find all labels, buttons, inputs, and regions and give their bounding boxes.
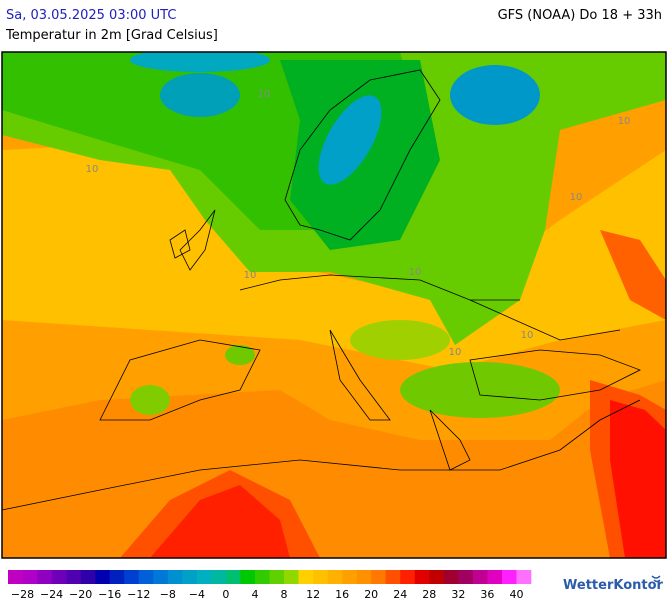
colorbar-swatch bbox=[501, 570, 517, 584]
colorbar-swatch bbox=[458, 570, 474, 584]
colorbar-swatch bbox=[342, 570, 357, 584]
colorbar-swatch bbox=[124, 570, 140, 584]
colorbar-label: −8 bbox=[160, 588, 176, 600]
subtitle: Temperatur in 2m [Grad Celsius] bbox=[5, 28, 218, 43]
map bbox=[2, 52, 666, 558]
colorbar-swatch bbox=[80, 570, 96, 584]
colorbar-swatch bbox=[298, 570, 314, 584]
colorbar-label: −4 bbox=[189, 588, 205, 600]
date-title: Sa, 03.05.2025 03:00 UTC bbox=[6, 8, 176, 23]
colorbar-swatch bbox=[472, 570, 488, 584]
colorbar-swatch bbox=[95, 570, 110, 584]
colorbar-swatch bbox=[516, 570, 532, 584]
colorbar-swatch bbox=[385, 570, 401, 584]
colorbar-label: −12 bbox=[127, 588, 150, 600]
contour-label: 10 bbox=[258, 89, 271, 100]
colorbar-label: 8 bbox=[281, 588, 288, 600]
colorbar-label: 20 bbox=[364, 588, 378, 600]
colorbar-label: −28 bbox=[11, 588, 34, 600]
contour-label: 10 bbox=[409, 267, 422, 278]
brand-logo: WetterKontor bbox=[563, 578, 664, 593]
colorbar-swatch bbox=[8, 570, 23, 584]
colorbar-swatch bbox=[138, 570, 154, 584]
colorbar-label: −16 bbox=[98, 588, 121, 600]
colorbar-label: 16 bbox=[335, 588, 349, 600]
colorbar-swatch bbox=[225, 570, 241, 584]
colorbar-swatch bbox=[414, 570, 430, 584]
contour-label: 10 bbox=[86, 164, 99, 175]
colorbar-swatch bbox=[254, 570, 270, 584]
colorbar-swatch bbox=[240, 570, 256, 584]
colorbar-label: 28 bbox=[422, 588, 436, 600]
colorbar-swatch bbox=[487, 570, 503, 584]
colorbar-swatch bbox=[327, 570, 343, 584]
contour-label: 10 bbox=[570, 192, 583, 203]
colorbar-swatch bbox=[66, 570, 81, 584]
colorbar-label: −24 bbox=[40, 588, 63, 600]
colorbar-label: 24 bbox=[393, 588, 407, 600]
colorbar-swatch bbox=[356, 570, 372, 584]
colorbar-swatch bbox=[182, 570, 198, 584]
colorbar-label: 36 bbox=[480, 588, 494, 600]
colorbar-swatch bbox=[443, 570, 459, 584]
colorbar-label: 12 bbox=[306, 588, 320, 600]
colorbar-swatch bbox=[284, 570, 299, 584]
contour-labels: 10 10 10 10 10 10 10 10 bbox=[86, 89, 631, 358]
colorbar-swatch bbox=[22, 570, 38, 584]
colorbar-swatch bbox=[37, 570, 52, 584]
colorbar-swatch bbox=[109, 570, 125, 584]
contour-label: 10 bbox=[449, 347, 462, 358]
colorbar-label: 4 bbox=[251, 588, 258, 600]
colorbar-swatch bbox=[153, 570, 169, 584]
colorbar-swatch bbox=[371, 570, 387, 584]
map-frame bbox=[1, 51, 667, 559]
colorbar-label: 32 bbox=[451, 588, 465, 600]
colorbar-swatch bbox=[313, 570, 328, 584]
colorbar-swatch bbox=[196, 570, 212, 584]
colorbar-label: −20 bbox=[69, 588, 92, 600]
colorbar-swatch bbox=[400, 570, 416, 584]
brand-icon bbox=[651, 575, 661, 583]
colorbar-swatch bbox=[429, 570, 445, 584]
contour-label: 10 bbox=[244, 270, 257, 281]
colorbar: −28 −24 −20 −16 −12 −8 −4 0 4 8 12 16 20 24 28 32 36 40 bbox=[8, 570, 532, 601]
contour-label: 10 bbox=[521, 330, 534, 341]
colorbar-swatch bbox=[211, 570, 227, 584]
contour-label: 10 bbox=[618, 116, 631, 127]
colorbar-label: 0 bbox=[222, 588, 229, 600]
model-info: GFS (NOAA) Do 18 + 33h bbox=[498, 8, 662, 23]
colorbar-swatch bbox=[167, 570, 183, 584]
colorbar-swatch bbox=[51, 570, 67, 584]
colorbar-swatch bbox=[269, 570, 285, 584]
colorbar-label: 40 bbox=[509, 588, 523, 600]
